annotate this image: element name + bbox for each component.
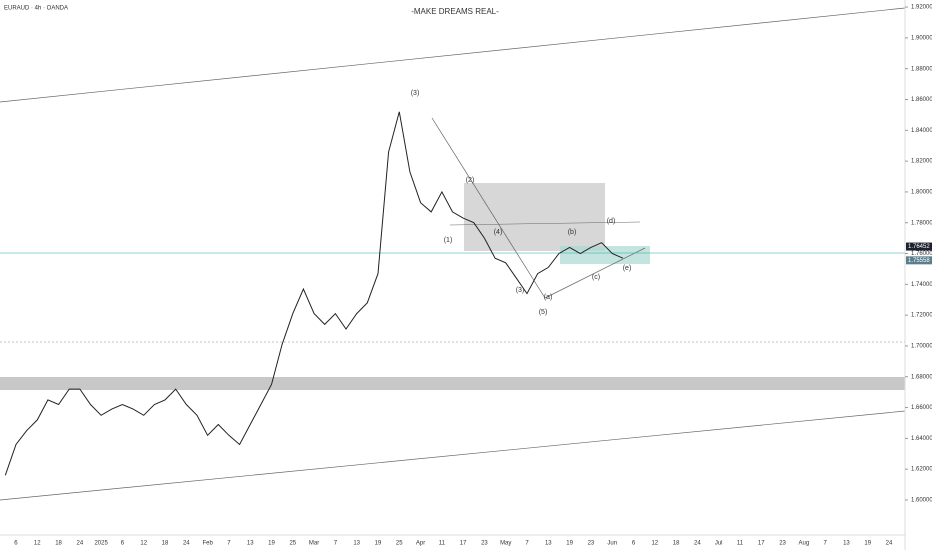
trendline: [0, 7, 906, 103]
y-tick-label: 1.86000: [911, 97, 932, 103]
x-tick-label: May: [500, 541, 511, 547]
x-tick-label: 17: [758, 541, 765, 547]
x-tick-label: 7: [334, 541, 338, 547]
y-tick-label: 1.60000: [911, 498, 932, 504]
x-tick-label: Apr: [416, 541, 425, 547]
x-tick-label: 12: [140, 541, 147, 547]
x-tick-label: 13: [247, 541, 254, 547]
x-tick-label: 24: [77, 541, 84, 547]
y-tick-label: 1.84000: [911, 128, 932, 134]
zone: [0, 377, 905, 390]
x-tick-label: 24: [886, 541, 893, 547]
x-tick-label: 23: [588, 541, 595, 547]
wave-label: (a): [544, 294, 553, 301]
x-tick-label: Jul: [715, 541, 723, 547]
x-tick-label: Feb: [202, 541, 213, 547]
x-tick-label: 6: [14, 541, 18, 547]
x-tick-label: 2025: [94, 541, 108, 547]
y-tick-label: 1.72000: [911, 313, 932, 319]
price-tag: [906, 242, 932, 251]
x-tick-label: 19: [268, 541, 275, 547]
x-tick-label: 6: [632, 541, 636, 547]
x-tick-label: 6: [121, 541, 125, 547]
y-tick-label: 1.62000: [911, 467, 932, 473]
wave-label: (5): [539, 309, 548, 316]
wave-label: (1): [444, 237, 453, 244]
price-tag-label: 1.75558: [908, 258, 930, 264]
wave-label: (b): [568, 229, 577, 236]
y-tick-label: 1.92000: [911, 5, 932, 11]
y-tick-label: 1.80000: [911, 189, 932, 195]
trendline: [431, 117, 546, 299]
x-tick-label: Jun: [607, 541, 617, 547]
y-tick-label: 1.90000: [911, 35, 932, 41]
x-tick-label: 13: [843, 541, 850, 547]
y-tick-label: 1.64000: [911, 436, 932, 442]
x-tick-label: 19: [375, 541, 382, 547]
x-tick-label: 18: [162, 541, 169, 547]
y-tick-label: 1.74000: [911, 282, 932, 288]
y-tick-label: 1.66000: [911, 405, 932, 411]
symbol: EURAUD · 4h · OANDA: [4, 6, 68, 12]
y-tick-label: 1.78000: [911, 220, 932, 226]
x-tick-label: 7: [227, 541, 231, 547]
x-tick-label: 18: [673, 541, 680, 547]
wave-label: (e): [623, 265, 632, 272]
wave-label: (3): [411, 90, 420, 97]
zone: [464, 183, 605, 251]
wave-label: (c): [592, 274, 600, 281]
x-tick-label: 24: [183, 541, 190, 547]
x-tick-label: 17: [460, 541, 467, 547]
x-tick-label: Aug: [799, 541, 810, 547]
x-tick-label: Mar: [309, 541, 319, 547]
chart-title: -MAKE DREAMS REAL-: [411, 7, 499, 16]
trendline: [449, 221, 641, 226]
wave-label: (3): [516, 287, 525, 294]
x-tick-label: 19: [864, 541, 871, 547]
x-tick-label: 23: [779, 541, 786, 547]
trendline: [544, 247, 646, 299]
x-tick-label: 24: [694, 541, 701, 547]
x-tick-label: 7: [525, 541, 529, 547]
x-tick-label: 13: [545, 541, 552, 547]
x-tick-label: 11: [737, 541, 744, 547]
x-tick-label: 12: [34, 541, 41, 547]
wave-label: (4): [494, 229, 503, 236]
price-line: [4, 111, 624, 476]
x-tick-label: 18: [55, 541, 62, 547]
y-tick-label: 1.76000: [911, 251, 932, 257]
x-tick-label: 13: [353, 541, 360, 547]
price-tag: [906, 256, 932, 265]
wave-label: (d): [607, 218, 616, 225]
y-tick-label: 1.88000: [911, 66, 932, 72]
x-tick-label: 23: [481, 541, 488, 547]
x-tick-label: 25: [289, 541, 296, 547]
y-tick-label: 1.82000: [911, 159, 932, 165]
price-tag-label: 1.76452: [908, 244, 930, 250]
zone: [560, 246, 650, 264]
trendline: [0, 410, 906, 501]
wave-label: (2): [466, 177, 475, 184]
x-tick-label: 7: [823, 541, 827, 547]
y-tick-label: 1.68000: [911, 374, 932, 380]
x-tick-label: 12: [651, 541, 658, 547]
x-tick-label: 11: [439, 541, 446, 547]
y-tick-label: 1.70000: [911, 344, 932, 350]
x-tick-label: 25: [396, 541, 403, 547]
x-tick-label: 19: [566, 541, 573, 547]
